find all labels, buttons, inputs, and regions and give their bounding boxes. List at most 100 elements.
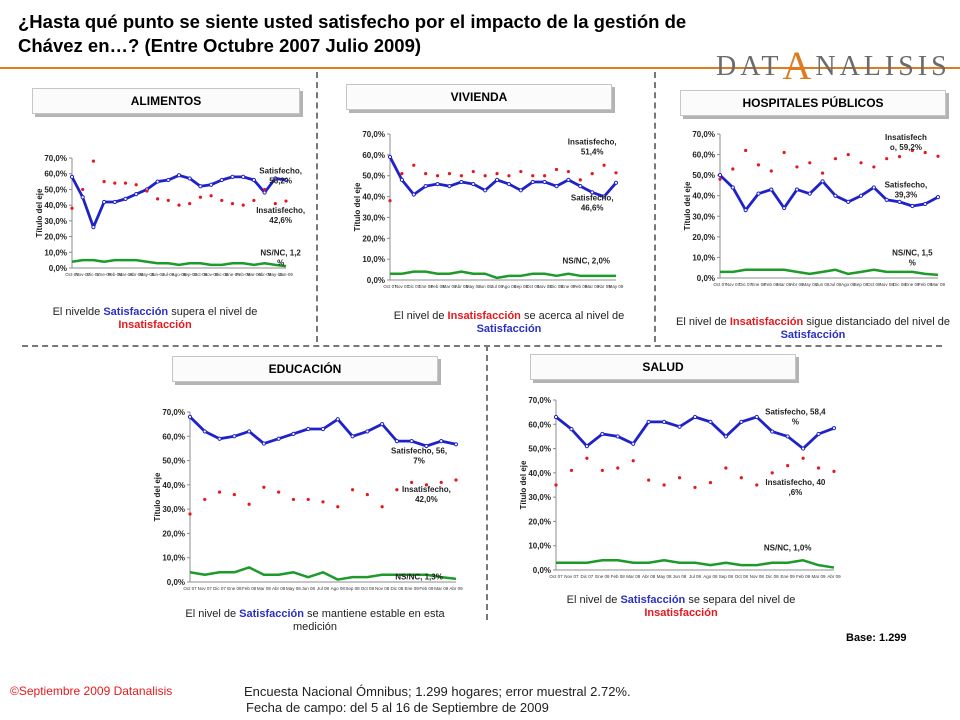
x-tick-label: Feb 08 <box>242 586 257 591</box>
point-satisfecho <box>833 193 838 198</box>
point-satisfecho <box>785 434 790 439</box>
y-tick-label: 20,0% <box>362 234 385 243</box>
x-tick-label: Ene-09 <box>225 272 240 277</box>
x-tick-label: Abr 08 <box>790 282 804 287</box>
point-insatisfecho <box>708 480 713 485</box>
point-satisfecho <box>219 177 224 183</box>
chart-salud: 0,0% 10,0% 20,0% 30,0% 40,0% 50,0% 60,0% 70,0% T… <box>519 396 841 579</box>
x-tick-label: Mar 09 <box>434 586 449 591</box>
caption-text: El nivel de <box>185 608 240 620</box>
point-insatisfecho <box>846 152 850 157</box>
y-tick-label: 50,0% <box>162 457 185 466</box>
point-insatisfecho <box>578 178 582 182</box>
point-satisfecho <box>276 436 281 441</box>
point-satisfecho <box>584 444 589 449</box>
x-tick-label: Abr 08 <box>455 284 469 289</box>
y-tick-label: 70,0% <box>528 396 551 405</box>
point-insatisfecho <box>113 181 117 185</box>
y-tick-label: 30,0% <box>362 213 385 222</box>
x-tick-label: Jun-08 <box>151 272 165 277</box>
x-tick-label: Feb 08 <box>431 284 446 289</box>
point-insatisfecho <box>816 466 821 470</box>
point-insatisfecho <box>424 483 429 487</box>
point-insatisfecho <box>647 478 651 482</box>
point-insatisfecho <box>795 165 799 169</box>
y-tick-label: 10,0% <box>528 542 551 551</box>
x-tick-label: Dic 08 <box>893 282 906 287</box>
point-satisfecho <box>754 414 759 420</box>
point-satisfecho <box>677 424 682 429</box>
x-tick-label: Ago-08 <box>172 272 187 277</box>
x-tick-label: Ene-08 <box>97 272 112 277</box>
x-tick-label: Jul 08 <box>829 282 842 287</box>
point-insatisfecho <box>439 480 443 485</box>
y-tick-label: 20,0% <box>528 517 551 526</box>
point-satisfecho <box>283 177 289 183</box>
point-satisfecho <box>897 199 902 204</box>
point-insatisfecho <box>602 163 606 167</box>
point-insatisfecho <box>321 500 325 504</box>
caption-text: sigue distanciado del nivel de <box>803 316 950 328</box>
x-tick-label: Nov 07 <box>198 586 213 591</box>
point-satisfecho <box>187 176 192 181</box>
point-satisfecho <box>831 426 837 431</box>
x-tick-label: Oct 07 <box>713 282 727 287</box>
point-satisfecho <box>717 173 723 178</box>
point-satisfecho <box>112 199 117 205</box>
x-tick-label: Nov 08 <box>375 586 390 591</box>
point-satisfecho <box>923 201 928 207</box>
y-tick-label: 70,0% <box>362 130 385 139</box>
caption-text: supera el nivel de <box>168 306 258 318</box>
x-tick-label: Oct 08 <box>361 586 375 591</box>
x-tick-label: Abr 08 <box>642 574 656 579</box>
point-insatisfecho <box>232 492 236 497</box>
x-tick-label: Mar-08 <box>118 272 133 277</box>
point-insatisfecho <box>273 201 277 206</box>
y-tick-label: 60,0% <box>44 170 67 179</box>
caption-keyword-ins: Insatisfacción <box>447 310 521 322</box>
caption-text: El nivel de <box>676 316 730 328</box>
x-tick-label: May 08 <box>657 574 672 579</box>
point-insatisfecho <box>859 161 863 165</box>
y-tick-label: 60,0% <box>692 151 715 160</box>
point-satisfecho <box>399 177 404 182</box>
x-tick-label: Oct 08 <box>867 282 881 287</box>
caption-vivienda: El nivel de Insatisfacción se acerca al … <box>364 310 654 336</box>
y-tick-label: 60,0% <box>162 432 185 441</box>
point-satisfecho <box>743 208 748 213</box>
y-tick-label: 60,0% <box>528 420 551 429</box>
x-tick-label: Oct 07 <box>183 586 197 591</box>
series-annotation: Satisfecho, 56,2% <box>259 167 302 186</box>
point-insatisfecho <box>543 174 547 178</box>
x-tick-label: Dic 07 <box>581 574 594 579</box>
line-satisfecho <box>189 415 457 448</box>
x-tick-label: Jul 08 <box>689 574 702 579</box>
y-tick-label: 0,0% <box>167 578 185 587</box>
series-annotation: Insatisfech o, 59,2% <box>885 133 927 152</box>
point-satisfecho <box>590 190 595 195</box>
line-satisfecho <box>388 156 618 198</box>
x-tick-label: Sep-08 <box>182 272 197 277</box>
datanalisis-logo: DATANALISIS <box>716 43 951 88</box>
point-satisfecho <box>273 176 278 181</box>
point-insatisfecho <box>507 174 511 178</box>
point-insatisfecho <box>662 483 666 487</box>
x-tick-label: Feb 09 <box>573 284 588 289</box>
point-insatisfecho <box>277 490 281 494</box>
point-insatisfecho <box>241 203 245 207</box>
point-insatisfecho <box>739 476 743 480</box>
point-insatisfecho <box>724 466 728 470</box>
point-insatisfecho <box>614 171 618 175</box>
caption-text: El nivel de <box>393 310 448 322</box>
x-tick-label: Oct 07 <box>383 284 397 289</box>
point-insatisfecho <box>693 485 697 490</box>
x-tick-label: May 08 <box>802 282 817 287</box>
line-satisfecho <box>719 174 939 212</box>
y-tick-label: 40,0% <box>362 193 385 202</box>
series-annotation: Insatisfecho, 51,4% <box>568 137 617 156</box>
caption-keyword-sat: Satisfacción <box>620 594 686 606</box>
point-satisfecho <box>251 177 256 183</box>
x-tick-label: Nov-08 <box>204 272 219 277</box>
point-satisfecho <box>262 190 267 195</box>
point-insatisfecho <box>769 169 773 173</box>
